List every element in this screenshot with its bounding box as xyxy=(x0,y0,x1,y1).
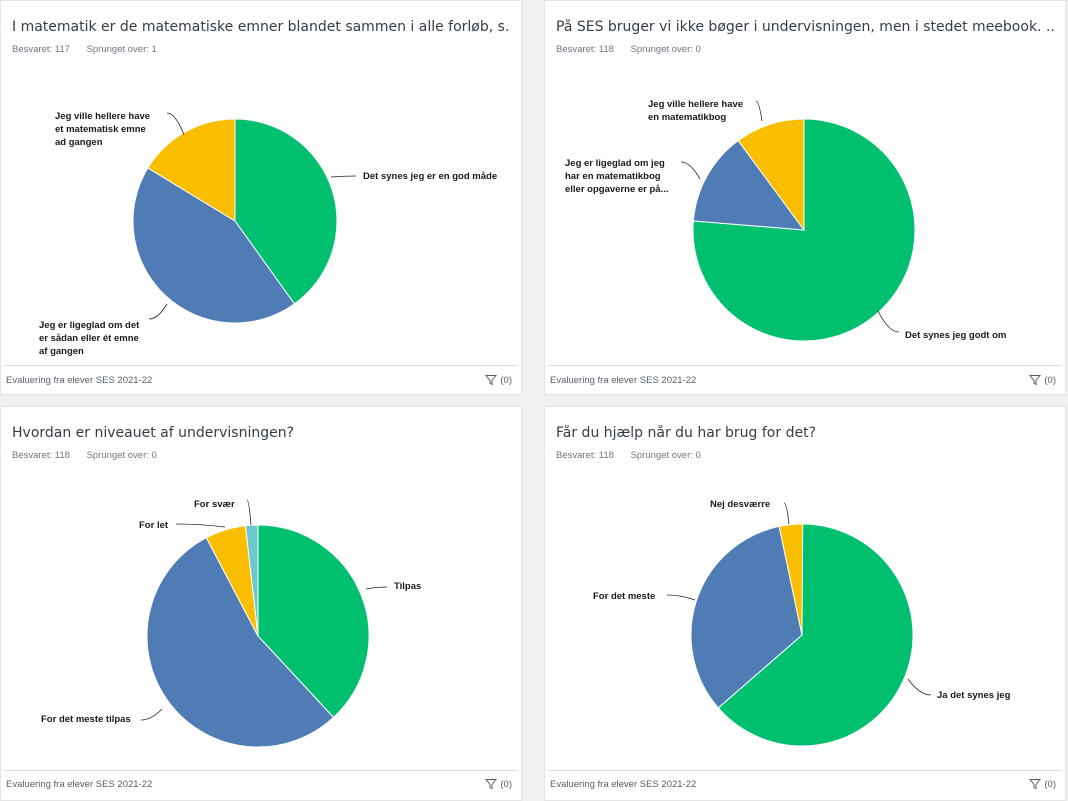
leader-line xyxy=(783,502,790,525)
survey-name: Evaluering fra elever SES 2021-22 xyxy=(6,779,153,790)
filter-count: (0) xyxy=(500,778,512,790)
leader-line xyxy=(755,100,763,122)
answered-count: Besvaret: 118 xyxy=(556,450,614,461)
pie-slice[interactable] xyxy=(690,525,803,709)
slice-label: For det meste tilpas xyxy=(41,714,131,725)
survey-name: Evaluering fra elever SES 2021-22 xyxy=(550,375,697,386)
response-stats: Besvaret: 118 Sprunget over: 0 xyxy=(556,450,715,461)
leader-line xyxy=(666,594,696,601)
skipped-count: Sprunget over: 0 xyxy=(630,44,701,55)
pie-slice[interactable] xyxy=(692,118,916,342)
pie-chart: Det synes jeg er en god måde Jeg er ligeg… xyxy=(39,111,497,357)
leader-line xyxy=(166,112,185,136)
survey-name: Evaluering fra elever SES 2021-22 xyxy=(550,779,697,790)
pie-chart: Tilpas For det meste tilpas For let For svæ… xyxy=(41,499,421,748)
question-title[interactable]: Hvordan er niveauet af undervisningen? xyxy=(12,425,295,441)
filter-button[interactable]: (0) xyxy=(485,374,512,386)
filter-button[interactable]: (0) xyxy=(485,778,512,790)
chart-card-1: I matematik er de matematiske emner blan… xyxy=(0,0,522,395)
slice-label: Ja det synes jeg xyxy=(937,690,1011,701)
leader-line xyxy=(246,499,252,526)
answered-count: Besvaret: 117 xyxy=(12,44,70,55)
chart-card-4: Får du hjælp når du har brug for det? Be… xyxy=(544,406,1066,801)
pie-slice[interactable] xyxy=(132,167,296,324)
filter-button[interactable]: (0) xyxy=(1029,778,1056,790)
leader-line xyxy=(877,310,900,333)
pie-chart: Det synes jeg godt om Jeg er ligeglad om … xyxy=(565,99,1006,342)
leader-line xyxy=(907,678,932,696)
pie-slice[interactable] xyxy=(778,523,804,636)
pie-slice[interactable] xyxy=(146,537,335,748)
filter-icon xyxy=(485,779,498,790)
question-title[interactable]: Får du hjælp når du har brug for det? xyxy=(556,425,816,441)
leader-line xyxy=(365,586,388,590)
filter-count: (0) xyxy=(1044,778,1056,790)
slice-label: Det synes jeg godt om xyxy=(905,330,1006,341)
filter-count: (0) xyxy=(500,374,512,386)
filter-icon xyxy=(485,375,498,386)
slice-label: Tilpas xyxy=(394,581,421,592)
slice-label: Det synes jeg er en god måde xyxy=(363,171,497,182)
slice-label: Jeg er ligeglad om jeg har en matematikbo… xyxy=(565,158,669,195)
leader-line xyxy=(175,523,226,528)
response-stats: Besvaret: 117 Sprunget over: 1 xyxy=(12,44,171,55)
pie-slice[interactable] xyxy=(257,524,370,719)
filter-count: (0) xyxy=(1044,374,1056,386)
filter-icon xyxy=(1029,779,1042,790)
response-stats: Besvaret: 118 Sprunget over: 0 xyxy=(12,450,171,461)
leader-line xyxy=(680,161,701,180)
slice-label: For svær xyxy=(194,499,235,510)
slice-label: Jeg ville hellere have et matematisk emne… xyxy=(55,111,150,148)
leader-line xyxy=(330,175,357,178)
question-title[interactable]: På SES bruger vi ikke bøger i undervisni… xyxy=(556,19,1055,35)
pie-slice[interactable] xyxy=(692,139,806,231)
filter-icon xyxy=(1029,375,1042,386)
survey-name: Evaluering fra elever SES 2021-22 xyxy=(6,375,153,386)
divider xyxy=(549,770,1061,771)
answered-count: Besvaret: 118 xyxy=(12,450,70,461)
pie-slice[interactable] xyxy=(234,118,338,305)
pie-slice[interactable] xyxy=(244,524,259,637)
slice-label: Nej desværre xyxy=(710,499,770,510)
skipped-count: Sprunget over: 0 xyxy=(630,450,701,461)
pie-slice[interactable] xyxy=(737,118,805,232)
question-title[interactable]: I matematik er de matematiske emner blan… xyxy=(12,19,511,35)
pie-slice[interactable] xyxy=(717,523,914,747)
leader-line xyxy=(148,303,168,320)
slice-label: For let xyxy=(139,520,169,531)
response-stats: Besvaret: 118 Sprunget over: 0 xyxy=(556,44,715,55)
filter-button[interactable]: (0) xyxy=(1029,374,1056,386)
slice-label: Jeg ville hellere have en matematikbog xyxy=(648,99,743,123)
divider xyxy=(5,770,517,771)
chart-card-3: Hvordan er niveauet af undervisningen? B… xyxy=(0,406,522,801)
divider xyxy=(5,365,517,366)
skipped-count: Sprunget over: 1 xyxy=(86,44,157,55)
pie-chart: Ja det synes jeg For det meste Nej desværr… xyxy=(593,499,1011,747)
leader-line xyxy=(140,708,163,721)
slice-label: For det meste xyxy=(593,591,655,602)
divider xyxy=(549,365,1061,366)
answered-count: Besvaret: 118 xyxy=(556,44,614,55)
skipped-count: Sprunget over: 0 xyxy=(86,450,157,461)
pie-slice[interactable] xyxy=(147,118,236,222)
slice-label: Jeg er ligeglad om det er sådan eller ét … xyxy=(39,320,140,357)
chart-card-2: På SES bruger vi ikke bøger i undervisni… xyxy=(544,0,1066,395)
